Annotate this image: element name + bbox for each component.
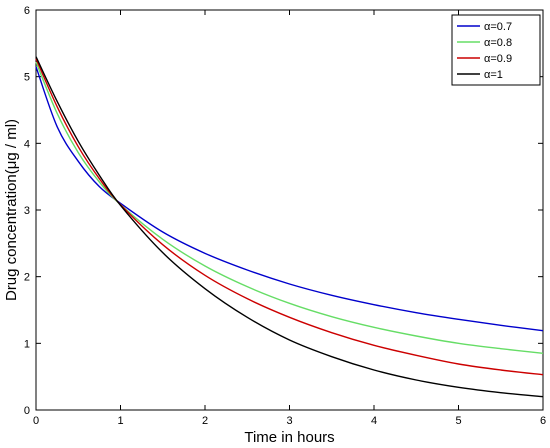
y-tick-label: 2 [24, 272, 30, 284]
y-tick-label: 5 [24, 72, 30, 84]
x-tick-label: 6 [540, 415, 546, 427]
series-line-1 [35, 61, 544, 355]
x-tick-label: 1 [117, 415, 123, 427]
legend-label: α=1 [484, 69, 503, 81]
legend-label: α=0.9 [484, 53, 512, 65]
y-tick-label: 3 [24, 205, 30, 217]
y-tick-label: 0 [24, 405, 30, 417]
x-tick-label: 5 [455, 415, 461, 427]
series-line-3 [35, 56, 544, 398]
y-tick-label: 6 [24, 5, 30, 17]
x-tick-label: 2 [202, 415, 208, 427]
series-line-2 [35, 58, 544, 376]
x-axis-label: Time in hours [244, 429, 334, 446]
tick-group: 0 1 2 3 4 5 6 0 1 2 3 4 5 6 [24, 5, 546, 427]
y-tick-label: 1 [24, 338, 30, 350]
y-tick-label: 4 [24, 138, 30, 150]
legend-label: α=0.8 [484, 37, 512, 49]
x-tick-label: 4 [371, 415, 377, 427]
series-lines [35, 56, 544, 398]
legend-label: α=0.7 [484, 21, 512, 33]
legend: α=0.7 α=0.8 α=0.9 α=1 [451, 14, 541, 86]
series-line-0 [35, 66, 544, 332]
x-tick-label: 0 [33, 415, 39, 427]
x-tick-label: 3 [286, 415, 292, 427]
y-axis-label: Drug concentration(μg / ml) [3, 119, 20, 301]
